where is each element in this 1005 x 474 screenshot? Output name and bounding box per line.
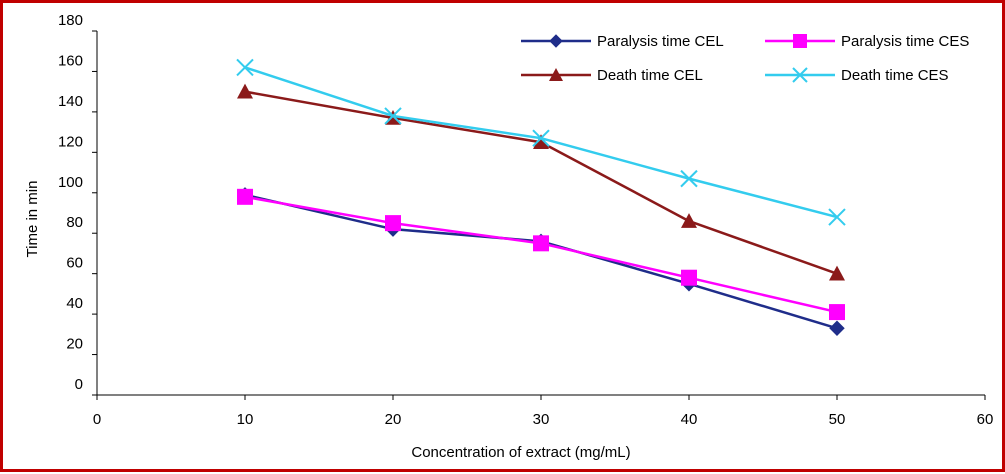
legend-label: Death time CES bbox=[841, 67, 949, 84]
x-tick-label: 60 bbox=[977, 411, 994, 428]
data-point-paralysis-time-ces bbox=[829, 304, 845, 321]
y-tick-label: 20 bbox=[66, 336, 83, 353]
legend-item-death-time-ces: Death time CES bbox=[765, 67, 949, 84]
data-point-paralysis-time-ces bbox=[533, 235, 549, 252]
data-point-death-time-cel bbox=[237, 83, 253, 99]
data-point-death-time-ces bbox=[236, 58, 254, 77]
legend-label: Death time CEL bbox=[597, 67, 703, 84]
legend-swatch-marker bbox=[549, 34, 563, 48]
y-tick-label: 100 bbox=[58, 174, 83, 191]
legend-swatch-marker bbox=[793, 34, 807, 48]
series-paralysis-time-cel bbox=[237, 187, 845, 336]
series-line-paralysis-time-ces bbox=[244, 195, 838, 314]
data-point-death-time-cel bbox=[681, 213, 697, 228]
data-point-death-time-ces bbox=[680, 169, 698, 188]
data-point-death-time-ces bbox=[384, 107, 402, 125]
marker-stroke bbox=[792, 67, 808, 83]
y-axis-ticks: 0 20 40 60 80 100 120 140 160 180 bbox=[58, 12, 97, 396]
data-point-death-time-cel bbox=[533, 134, 549, 150]
axes bbox=[96, 31, 985, 396]
legend-item-death-time-cel: Death time CEL bbox=[521, 67, 703, 84]
series-layer bbox=[236, 58, 846, 336]
x-tick-label: 30 bbox=[533, 411, 550, 428]
x-axis-title: Concentration of extract (mg/mL) bbox=[411, 444, 630, 461]
marker-stroke bbox=[384, 107, 402, 125]
legend-item-paralysis-time-cel: Paralysis time CEL bbox=[521, 33, 724, 50]
data-point-paralysis-time-ces bbox=[385, 215, 401, 232]
series-death-time-ces bbox=[236, 58, 846, 226]
marker-stroke bbox=[532, 129, 550, 147]
x-tick-label: 10 bbox=[237, 411, 254, 428]
y-tick-label: 180 bbox=[58, 12, 83, 29]
legend-item-paralysis-time-ces: Paralysis time CES bbox=[765, 33, 969, 50]
marker-stroke bbox=[236, 58, 254, 77]
data-point-paralysis-time-cel bbox=[829, 320, 845, 336]
x-tick-label: 0 bbox=[93, 411, 101, 428]
y-tick-label: 140 bbox=[58, 93, 83, 110]
legend-label: Paralysis time CEL bbox=[597, 33, 724, 50]
data-point-death-time-cel bbox=[829, 265, 845, 281]
marker-stroke bbox=[680, 169, 698, 188]
legend: Paralysis time CEL Paralysis time CES Deat… bbox=[521, 33, 969, 84]
legend-swatch-marker bbox=[792, 67, 808, 83]
data-point-paralysis-time-ces bbox=[681, 269, 697, 286]
y-axis-title: Time in min bbox=[24, 181, 41, 258]
y-tick-label: 60 bbox=[66, 255, 83, 272]
data-point-paralysis-time-ces bbox=[237, 188, 253, 205]
series-paralysis-time-ces bbox=[237, 188, 845, 321]
legend-label: Paralysis time CES bbox=[841, 33, 969, 50]
x-tick-label: 20 bbox=[385, 411, 402, 428]
y-tick-label: 80 bbox=[66, 214, 83, 231]
y-tick-label: 160 bbox=[58, 52, 83, 69]
y-tick-label: 0 bbox=[75, 376, 83, 393]
x-tick-label: 40 bbox=[681, 411, 698, 428]
legend-swatch-marker bbox=[549, 68, 563, 81]
series-line-paralysis-time-cel bbox=[244, 193, 838, 330]
x-tick-label: 50 bbox=[829, 411, 846, 428]
y-tick-label: 120 bbox=[58, 133, 83, 150]
line-chart: 0 10 20 30 40 50 60 0 20 40 60 80 100 120 140 160 180 C… bbox=[24, 12, 994, 461]
data-point-death-time-ces bbox=[532, 129, 550, 147]
data-point-death-time-ces bbox=[828, 208, 846, 226]
marker-stroke bbox=[828, 208, 846, 226]
x-axis-ticks: 0 10 20 30 40 50 60 bbox=[93, 395, 994, 428]
y-tick-label: 40 bbox=[66, 295, 83, 312]
